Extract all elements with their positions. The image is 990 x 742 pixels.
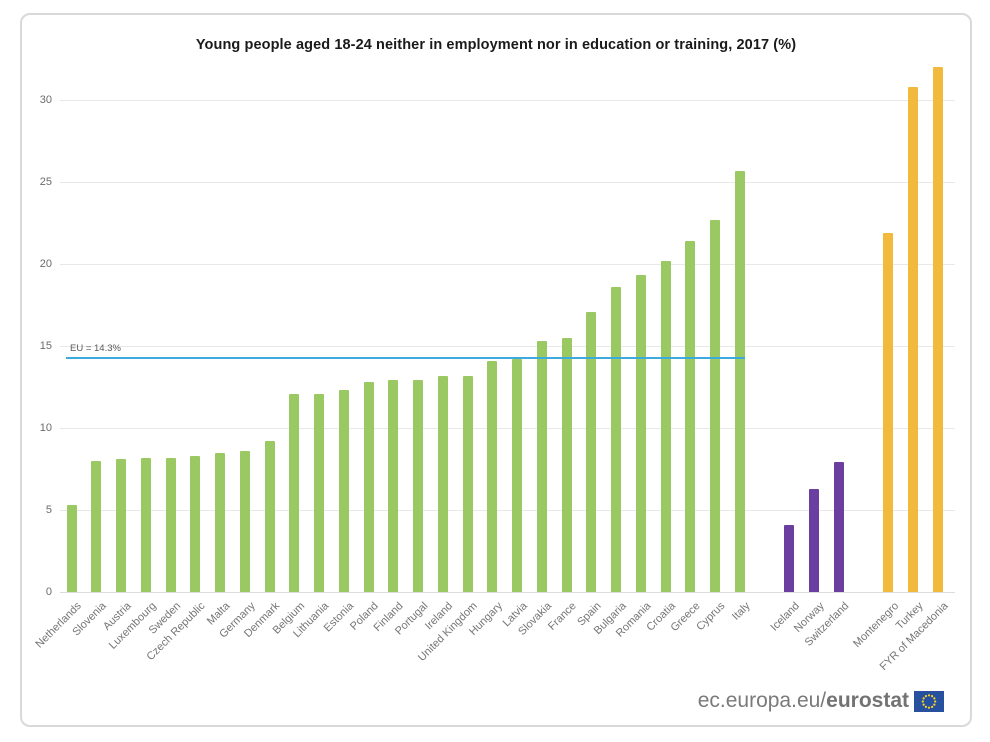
chart-title: Young people aged 18-24 neither in emplo…	[195, 37, 797, 53]
y-tick-label-30: 30	[39, 94, 52, 106]
bar-switzerland	[833, 462, 844, 592]
plot-area: 0 5 10 15 20 25 30 Netherlands Slovenia Austria Lu…	[34, 60, 955, 673]
bar-italy	[734, 170, 745, 592]
bar-montenegro	[883, 232, 894, 592]
chart-card: Young people aged 18-24 neither in emplo…	[20, 13, 972, 727]
bar-austria	[116, 459, 126, 592]
x-axis-label-montenegro: Montenegro	[850, 600, 901, 651]
gridline-5	[60, 510, 955, 511]
y-tick-label-20: 20	[39, 258, 52, 270]
bar-norway	[809, 488, 819, 592]
eu-average-label: EU = 14.3%	[70, 343, 121, 355]
bar-denmark	[264, 441, 275, 592]
gridline-15	[60, 346, 955, 347]
bar-estonia	[338, 390, 349, 592]
y-tick-label-5: 5	[45, 504, 52, 516]
bar-iceland	[784, 524, 795, 592]
bar-fyr-of-macedonia	[932, 67, 943, 592]
bar-poland	[363, 382, 374, 592]
gridline-30	[60, 100, 955, 101]
bar-cyprus	[710, 219, 720, 592]
footer-site-text: ec.europa.eu/	[697, 689, 827, 712]
bar-slovenia	[91, 460, 102, 592]
gridline-20	[60, 264, 955, 265]
eu-average-line	[66, 357, 745, 360]
y-tick-label-10: 10	[39, 422, 52, 434]
gridline-25	[60, 182, 955, 183]
footer-brand-text: eurostat	[826, 689, 909, 712]
bar-portugal	[413, 380, 423, 592]
bar-belgium	[289, 393, 300, 592]
bar-sweden	[165, 457, 176, 592]
gridline-10	[60, 428, 955, 429]
footer: ec.europa.eu/eurostat	[698, 690, 944, 712]
y-tick-label-0: 0	[45, 586, 52, 598]
bar-bulgaria	[611, 286, 621, 592]
bar-spain	[586, 311, 597, 592]
bar-malta	[215, 452, 225, 592]
bar-hungary	[487, 360, 498, 592]
bar-greece	[685, 241, 696, 592]
bar-latvia	[512, 359, 522, 592]
bar-france	[561, 337, 572, 592]
bar-netherlands	[66, 505, 77, 592]
x-axis-label-italy: Italy	[729, 600, 753, 623]
eu-flag-icon	[914, 690, 944, 712]
gridline-0	[60, 592, 955, 593]
bar-romania	[635, 275, 646, 592]
bar-luxembourg	[140, 457, 151, 592]
bar-germany	[239, 450, 250, 592]
bar-ireland	[437, 375, 448, 592]
y-tick-label-25: 25	[39, 176, 52, 188]
bar-lithuania	[314, 393, 324, 592]
bar-slovakia	[536, 341, 547, 592]
bar-united-kingdom	[462, 375, 473, 592]
y-tick-label-15: 15	[39, 340, 52, 352]
bar-turkey	[908, 86, 918, 592]
bar-finland	[388, 380, 399, 592]
bar-czech-republic	[190, 455, 201, 592]
bar-croatia	[660, 260, 671, 592]
